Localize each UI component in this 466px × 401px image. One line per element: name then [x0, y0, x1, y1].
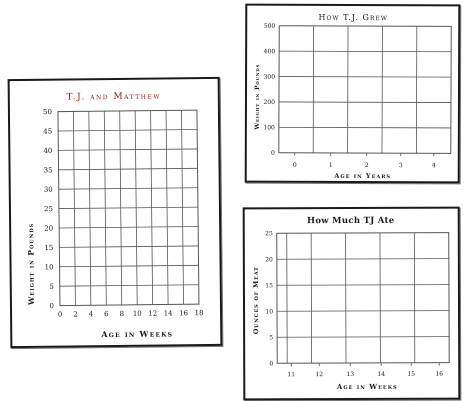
grid-hline [277, 336, 450, 338]
x-tick-label: 16 [435, 371, 443, 378]
y-tick-label: 40 [43, 147, 52, 155]
x-tick-label: 13 [346, 371, 354, 378]
x-tick-label: 14 [377, 371, 385, 378]
y-tick-label: 0 [271, 150, 275, 157]
y-tick-label: 400 [264, 48, 276, 55]
grid-hline [58, 148, 198, 151]
grid-hline [58, 187, 198, 190]
x-tick-label: 1 [329, 162, 333, 169]
y-tick-label: 500 [264, 23, 276, 30]
x-axis-label: Age in Weeks [336, 382, 398, 391]
x-tick-label: 12 [148, 310, 157, 318]
y-tick-label: 5 [269, 334, 273, 341]
chart-title: How T.J. Grew [319, 13, 388, 22]
grid-hline [59, 226, 199, 229]
x-axis-label: Age in Years [333, 172, 391, 180]
x-tick-label: 3 [399, 162, 403, 169]
x-axis-label: Age in Weeks [100, 328, 173, 339]
grid-hline [58, 167, 198, 171]
chart-grid [57, 109, 200, 307]
y-tick-label: 200 [264, 99, 276, 106]
grid-hline [58, 206, 198, 209]
y-tick-label: 100 [263, 124, 275, 131]
y-axis-label: Ounces of Meat [252, 266, 260, 334]
chart-card-how-tj-grew: How T.J. Grew 500 400 300 200 100 0 0 1 2 3 4 Wei… [244, 3, 461, 184]
grid-border [278, 25, 452, 154]
chart-grid [278, 25, 452, 154]
grid-hline [277, 310, 450, 312]
chart-card-how-much-tj-ate: How Much TJ Ate 25 20 15 10 5 0 11 12 13 14 15 16 … [242, 206, 461, 401]
x-tick-label: 8 [120, 310, 125, 318]
grid-hline [276, 284, 449, 286]
grid-hline [58, 129, 198, 132]
y-tick-label: 20 [265, 256, 273, 263]
y-tick-label: 10 [265, 308, 273, 315]
x-tick-label: 4 [432, 162, 436, 169]
y-tick-label: 0 [269, 360, 273, 367]
y-tick-label: 45 [43, 128, 52, 136]
y-tick-labels: 25 20 15 10 5 0 [265, 230, 273, 367]
grid-hline [279, 76, 452, 78]
x-tick-label: 2 [365, 162, 369, 169]
y-tick-labels: 500 400 300 200 100 0 [263, 23, 275, 157]
y-tick-label: 10 [45, 263, 54, 271]
x-tick-labels: 0 2 4 6 8 10 12 14 16 18 [58, 309, 204, 319]
x-tick-label: 14 [164, 309, 174, 317]
y-tick-label: 20 [44, 224, 53, 232]
grid-hline [59, 284, 199, 287]
y-tick-label: 25 [44, 205, 53, 213]
y-tick-label: 50 [43, 108, 52, 116]
chart-svg-how-tj-grew: How T.J. Grew 500 400 300 200 100 0 0 1 2 3 4 Wei… [254, 13, 452, 180]
x-tick-label: 15 [407, 371, 415, 378]
y-tick-label: 30 [44, 186, 53, 194]
y-tick-label: 35 [44, 166, 53, 174]
y-axis-label: Weight in Pounds [26, 223, 36, 306]
y-tick-label: 25 [265, 230, 273, 237]
chart-title: How Much TJ Ate [307, 216, 395, 226]
x-tick-label: 16 [179, 309, 189, 317]
y-tick-label: 0 [49, 302, 54, 310]
x-tick-label: 12 [315, 371, 323, 378]
grid-border [276, 232, 450, 364]
chart-grid [276, 232, 450, 364]
x-tick-labels: 11 12 13 14 15 16 [287, 362, 443, 378]
x-tick-label: 10 [133, 310, 142, 318]
grid-hline [279, 50, 452, 53]
x-tick-label: 11 [287, 371, 295, 378]
grid-hline [278, 101, 451, 103]
x-tick-label: 2 [73, 310, 78, 318]
grid-hline [59, 264, 199, 268]
x-tick-label: 18 [195, 309, 204, 317]
x-tick-label: 0 [293, 162, 297, 169]
y-tick-label: 15 [265, 282, 273, 289]
x-tick-labels: 0 1 2 3 4 [293, 152, 436, 169]
y-tick-label: 5 [49, 283, 54, 291]
grid-hline [276, 258, 449, 260]
y-tick-label: 300 [264, 74, 276, 81]
x-tick-label: 6 [104, 310, 109, 318]
y-axis-label: Weight in Pounds [254, 64, 261, 131]
grid-hline [278, 126, 451, 129]
x-tick-label: 0 [58, 311, 63, 319]
chart-title: T.J. and Matthew [66, 92, 161, 103]
y-tick-label: 15 [44, 244, 53, 252]
grid-hline [59, 245, 199, 248]
x-tick-label: 4 [89, 310, 94, 318]
